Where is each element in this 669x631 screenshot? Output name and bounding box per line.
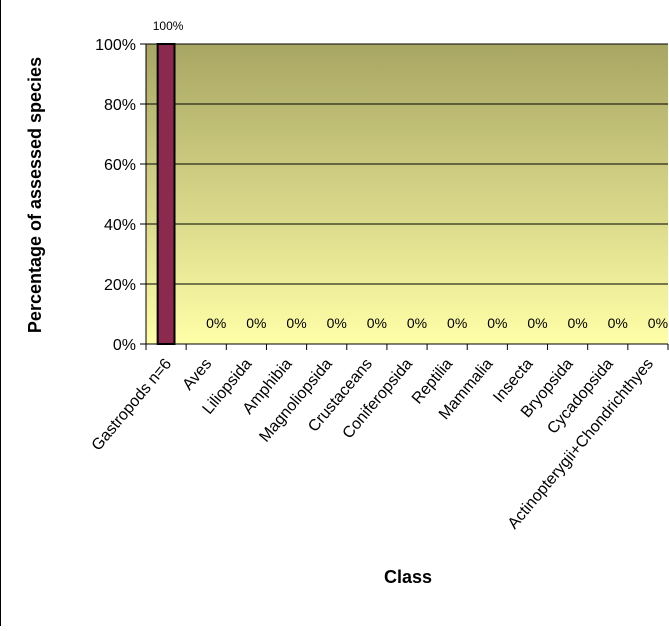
y-tick-label: 40% — [104, 217, 136, 234]
plot-area — [146, 44, 668, 344]
x-tick-labels: Gastropods n=6 AvesLiliopsidaAmphibiaMagn… — [89, 356, 657, 533]
data-label: 0% — [407, 315, 427, 331]
data-label: 0% — [527, 315, 547, 331]
bars — [156, 43, 176, 345]
data-label: 0% — [327, 315, 347, 331]
data-label: 100% — [153, 19, 184, 33]
data-label: 0% — [367, 315, 387, 331]
y-tick-label: 80% — [104, 97, 136, 114]
x-tick-label: Aves — [180, 356, 216, 394]
bar — [156, 43, 176, 345]
data-label: 0% — [608, 315, 628, 331]
x-axis-title: Class — [384, 567, 432, 587]
axes — [140, 43, 669, 350]
data-label: 0% — [487, 315, 507, 331]
data-label: 0% — [648, 315, 668, 331]
data-label: 0% — [447, 315, 467, 331]
y-tick-label: 100% — [95, 37, 136, 54]
data-label: 0% — [206, 315, 226, 331]
y-tick-label: 20% — [104, 277, 136, 294]
y-axis-title: Percentage of assessed species — [25, 57, 45, 333]
data-label: 0% — [286, 315, 306, 331]
x-tick-label: Gastropods n=6 — [89, 356, 176, 455]
y-tick-labels: 0% 20% 40% 60% 80% 100% — [95, 37, 136, 354]
y-tick-label: 0% — [113, 337, 136, 354]
data-label: 0% — [246, 315, 266, 331]
gridlines — [146, 43, 668, 285]
data-labels: 100% 0% 0% 0% 0% 0% 0% 0% 0% 0% 0% 0% 0% — [153, 19, 668, 331]
y-tick-label: 60% — [104, 157, 136, 174]
data-label: 0% — [567, 315, 587, 331]
